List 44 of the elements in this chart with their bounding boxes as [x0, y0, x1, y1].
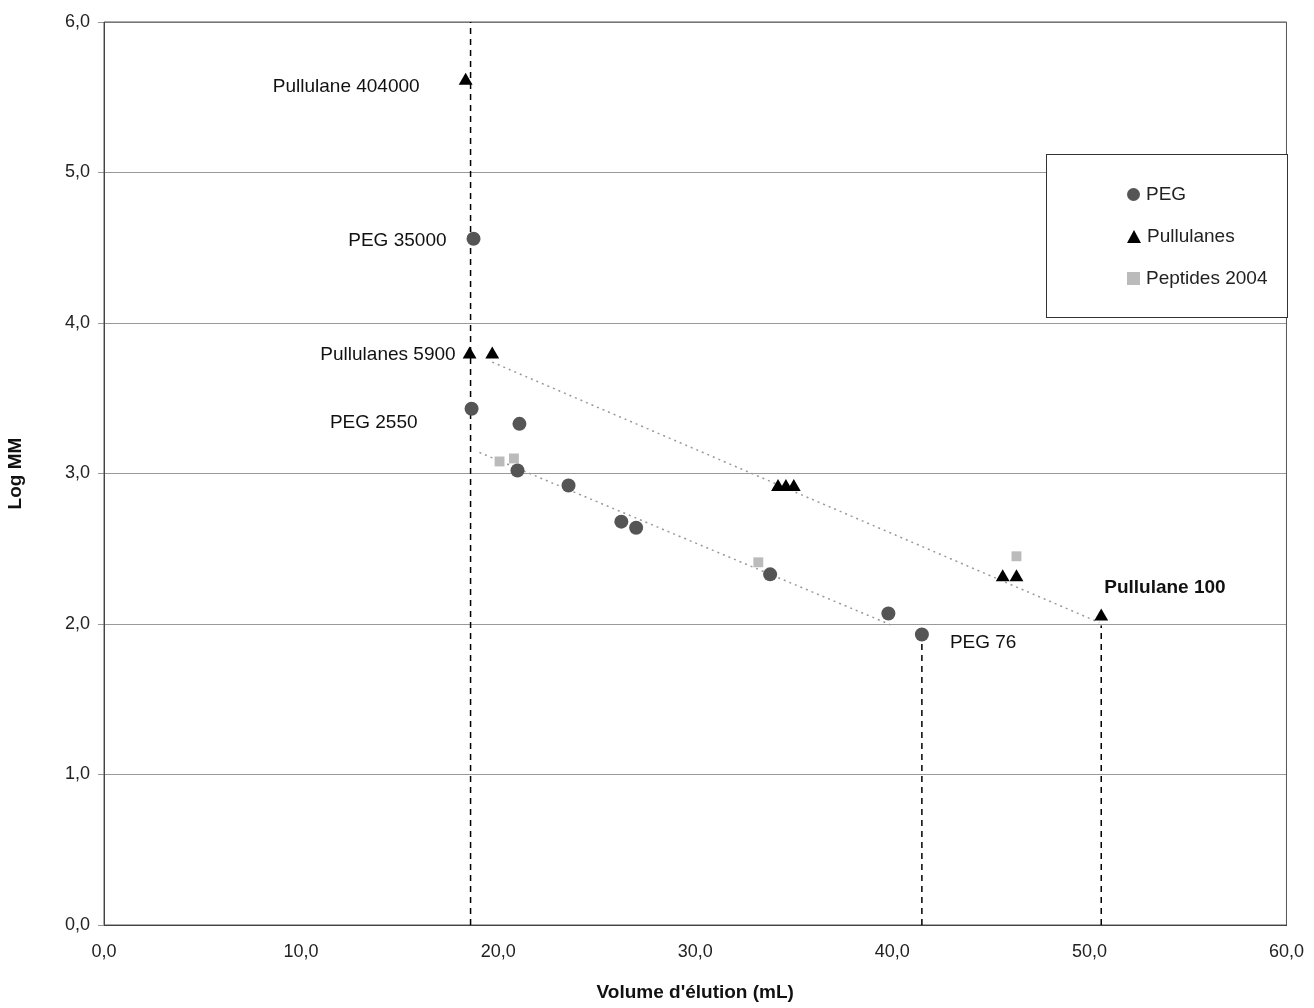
point — [462, 346, 477, 359]
x-tick-label: 20,0 — [480, 940, 516, 961]
y-tick-label: 1,0 — [64, 763, 90, 784]
point — [753, 557, 764, 568]
point — [914, 627, 929, 642]
y-axis-title: Log MM — [3, 437, 25, 510]
point — [881, 606, 896, 621]
annotation: Pullulane 404000 — [272, 74, 420, 96]
y-tick-label: 4,0 — [64, 311, 90, 332]
annotation: PEG 76 — [949, 630, 1017, 652]
annotation: PEG 35000 — [348, 228, 447, 250]
legend-label: Pullulanes — [1146, 225, 1235, 247]
annotation: Pullulane 100 — [1104, 575, 1226, 597]
y-tick-label: 6,0 — [64, 10, 90, 31]
y-tick-label: 2,0 — [64, 612, 90, 633]
y-tick-label: 3,0 — [64, 462, 90, 483]
point — [1094, 608, 1109, 621]
x-tick-label: 0,0 — [91, 940, 117, 961]
point — [763, 567, 778, 582]
point — [1009, 569, 1024, 582]
point — [510, 463, 525, 478]
annotation: PEG 2550 — [329, 411, 418, 433]
legend-label: PEG — [1145, 183, 1187, 205]
legend-label: Peptides 2004 — [1145, 267, 1268, 289]
x-tick-label: 60,0 — [1268, 940, 1305, 961]
point — [464, 401, 479, 416]
x-tick-label: 10,0 — [283, 940, 319, 961]
x-tick-label: 40,0 — [874, 940, 910, 961]
annotation: Pullulanes 5900 — [320, 342, 456, 364]
point — [512, 416, 527, 431]
point — [1011, 551, 1022, 562]
point — [458, 72, 473, 85]
y-tick-label: 0,0 — [64, 913, 90, 934]
point — [466, 231, 481, 246]
point — [614, 514, 629, 529]
y-tick-label: 5,0 — [64, 161, 90, 182]
x-tick-label: 30,0 — [677, 940, 713, 961]
point — [485, 346, 500, 359]
point — [561, 478, 576, 493]
point — [508, 453, 519, 464]
x-axis-title: Volume d'élution (mL) — [596, 980, 794, 1002]
point — [995, 569, 1010, 582]
x-tick-label: 50,0 — [1071, 940, 1107, 961]
point — [629, 520, 644, 535]
